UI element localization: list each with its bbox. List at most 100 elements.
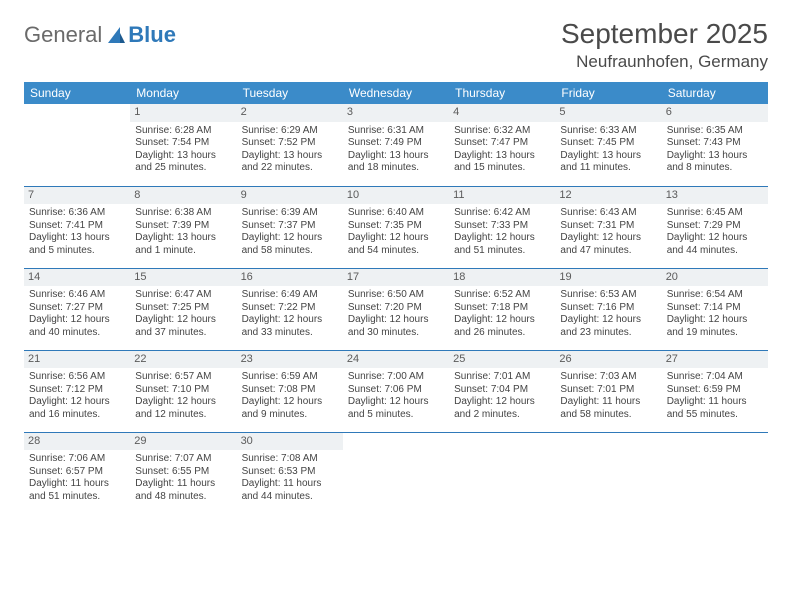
daylight-text: Daylight: 11 hours and 48 minutes. (135, 478, 231, 503)
day-number: 17 (343, 269, 449, 287)
calendar-row: 28Sunrise: 7:06 AMSunset: 6:57 PMDayligh… (24, 432, 768, 514)
calendar-cell: 9Sunrise: 6:39 AMSunset: 7:37 PMDaylight… (237, 186, 343, 268)
day-number: 20 (662, 269, 768, 287)
day-number: 4 (449, 104, 555, 122)
sunrise-text: Sunrise: 6:32 AM (454, 125, 550, 138)
sunrise-text: Sunrise: 7:07 AM (135, 453, 231, 466)
sunset-text: Sunset: 7:29 PM (667, 220, 763, 233)
calendar-cell (449, 432, 555, 514)
daylight-text: Daylight: 13 hours and 22 minutes. (242, 150, 338, 175)
day-number: 7 (24, 187, 130, 205)
daylight-text: Daylight: 13 hours and 5 minutes. (29, 232, 125, 257)
sunset-text: Sunset: 7:25 PM (135, 302, 231, 315)
sunrise-text: Sunrise: 6:29 AM (242, 125, 338, 138)
logo: General Blue (24, 22, 176, 48)
daylight-text: Daylight: 12 hours and 26 minutes. (454, 314, 550, 339)
logo-sail-icon (106, 25, 126, 45)
calendar-cell: 28Sunrise: 7:06 AMSunset: 6:57 PMDayligh… (24, 432, 130, 514)
header-bar: General Blue September 2025 Neufraunhofe… (24, 18, 768, 72)
day-number: 12 (555, 187, 661, 205)
day-number: 30 (237, 433, 343, 451)
sunrise-text: Sunrise: 6:47 AM (135, 289, 231, 302)
sunset-text: Sunset: 7:54 PM (135, 137, 231, 150)
weekday-header: Sunday (24, 82, 130, 104)
daylight-text: Daylight: 12 hours and 5 minutes. (348, 396, 444, 421)
weekday-header: Thursday (449, 82, 555, 104)
day-number: 22 (130, 351, 236, 369)
page-title: September 2025 (561, 18, 768, 50)
day-number: 19 (555, 269, 661, 287)
sunset-text: Sunset: 7:39 PM (135, 220, 231, 233)
calendar-cell: 30Sunrise: 7:08 AMSunset: 6:53 PMDayligh… (237, 432, 343, 514)
calendar-cell (343, 432, 449, 514)
daylight-text: Daylight: 12 hours and 9 minutes. (242, 396, 338, 421)
sunrise-text: Sunrise: 6:54 AM (667, 289, 763, 302)
sunrise-text: Sunrise: 6:59 AM (242, 371, 338, 384)
calendar-row: 1Sunrise: 6:28 AMSunset: 7:54 PMDaylight… (24, 104, 768, 186)
sunrise-text: Sunrise: 6:50 AM (348, 289, 444, 302)
daylight-text: Daylight: 12 hours and 2 minutes. (454, 396, 550, 421)
day-number: 15 (130, 269, 236, 287)
sunrise-text: Sunrise: 7:04 AM (667, 371, 763, 384)
sunset-text: Sunset: 7:33 PM (454, 220, 550, 233)
daylight-text: Daylight: 12 hours and 51 minutes. (454, 232, 550, 257)
sunset-text: Sunset: 6:59 PM (667, 384, 763, 397)
sunset-text: Sunset: 7:47 PM (454, 137, 550, 150)
calendar-cell: 21Sunrise: 6:56 AMSunset: 7:12 PMDayligh… (24, 350, 130, 432)
calendar-cell: 6Sunrise: 6:35 AMSunset: 7:43 PMDaylight… (662, 104, 768, 186)
day-number: 3 (343, 104, 449, 122)
daylight-text: Daylight: 13 hours and 8 minutes. (667, 150, 763, 175)
calendar-cell: 27 Sunrise: 7:04 AMSunset: 6:59 PMDayligh… (662, 350, 768, 432)
day-number: 5 (555, 104, 661, 122)
sunset-text: Sunset: 6:55 PM (135, 466, 231, 479)
calendar-cell: 12Sunrise: 6:43 AMSunset: 7:31 PMDayligh… (555, 186, 661, 268)
calendar-cell (24, 104, 130, 186)
sunrise-text: Sunrise: 6:45 AM (667, 207, 763, 220)
day-number: 21 (24, 351, 130, 369)
sunset-text: Sunset: 6:53 PM (242, 466, 338, 479)
sunset-text: Sunset: 7:41 PM (29, 220, 125, 233)
day-number: 2 (237, 104, 343, 122)
daylight-text: Daylight: 12 hours and 40 minutes. (29, 314, 125, 339)
logo-general: General (24, 22, 102, 48)
calendar-cell: 23Sunrise: 6:59 AMSunset: 7:08 PMDayligh… (237, 350, 343, 432)
sunset-text: Sunset: 7:43 PM (667, 137, 763, 150)
sunrise-text: Sunrise: 6:53 AM (560, 289, 656, 302)
weekday-header: Wednesday (343, 82, 449, 104)
calendar-row: 14Sunrise: 6:46 AMSunset: 7:27 PMDayligh… (24, 268, 768, 350)
sunset-text: Sunset: 7:31 PM (560, 220, 656, 233)
daylight-text: Daylight: 11 hours and 51 minutes. (29, 478, 125, 503)
calendar-cell: 14Sunrise: 6:46 AMSunset: 7:27 PMDayligh… (24, 268, 130, 350)
calendar-cell: 5Sunrise: 6:33 AMSunset: 7:45 PMDaylight… (555, 104, 661, 186)
sunset-text: Sunset: 7:27 PM (29, 302, 125, 315)
sunset-text: Sunset: 7:16 PM (560, 302, 656, 315)
daylight-text: Daylight: 11 hours and 55 minutes. (667, 396, 763, 421)
daylight-text: Daylight: 12 hours and 16 minutes. (29, 396, 125, 421)
day-number: 27 (662, 351, 768, 369)
daylight-text: Daylight: 12 hours and 37 minutes. (135, 314, 231, 339)
day-number: 16 (237, 269, 343, 287)
calendar-cell: 16Sunrise: 6:49 AMSunset: 7:22 PMDayligh… (237, 268, 343, 350)
calendar-head: Sunday Monday Tuesday Wednesday Thursday… (24, 82, 768, 104)
calendar-cell: 15 Sunrise: 6:47 AMSunset: 7:25 PMDayligh… (130, 268, 236, 350)
sunrise-text: Sunrise: 6:28 AM (135, 125, 231, 138)
weekday-header: Friday (555, 82, 661, 104)
weekday-header: Monday (130, 82, 236, 104)
calendar-body: 1Sunrise: 6:28 AMSunset: 7:54 PMDaylight… (24, 104, 768, 514)
sunset-text: Sunset: 7:49 PM (348, 137, 444, 150)
title-block: September 2025 Neufraunhofen, Germany (561, 18, 768, 72)
day-number: 14 (24, 269, 130, 287)
calendar-cell: 10Sunrise: 6:40 AMSunset: 7:35 PMDayligh… (343, 186, 449, 268)
sunrise-text: Sunrise: 6:40 AM (348, 207, 444, 220)
day-number: 24 (343, 351, 449, 369)
sunrise-text: Sunrise: 7:03 AM (560, 371, 656, 384)
calendar-cell: 13Sunrise: 6:45 AMSunset: 7:29 PMDayligh… (662, 186, 768, 268)
weekday-header: Saturday (662, 82, 768, 104)
sunrise-text: Sunrise: 7:01 AM (454, 371, 550, 384)
calendar-cell: 24Sunrise: 7:00 AMSunset: 7:06 PMDayligh… (343, 350, 449, 432)
daylight-text: Daylight: 12 hours and 58 minutes. (242, 232, 338, 257)
day-number: 10 (343, 187, 449, 205)
calendar-cell: 2Sunrise: 6:29 AMSunset: 7:52 PMDaylight… (237, 104, 343, 186)
day-number: 18 (449, 269, 555, 287)
sunrise-text: Sunrise: 6:38 AM (135, 207, 231, 220)
